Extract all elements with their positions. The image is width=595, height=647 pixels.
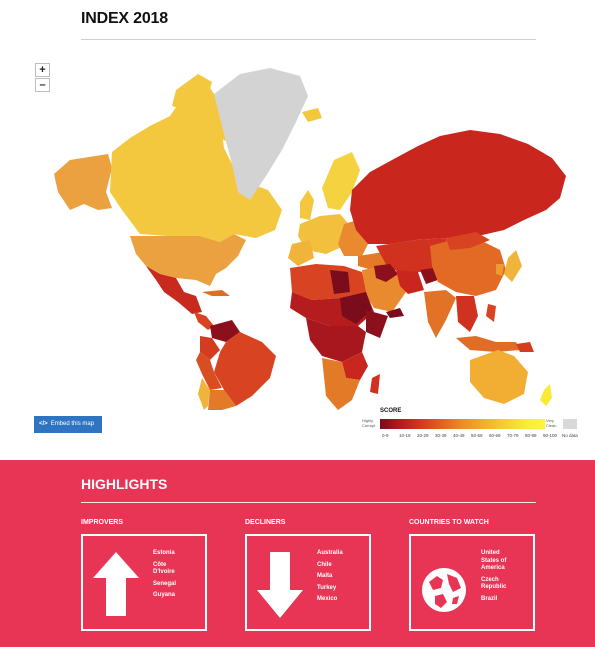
region-peru-bolivia[interactable] — [196, 352, 222, 390]
region-se-asia[interactable] — [456, 296, 478, 332]
zoom-out-button[interactable]: – — [35, 78, 50, 92]
region-mongolia[interactable] — [446, 232, 490, 250]
region-japan[interactable] — [504, 250, 522, 282]
decliners-heading: DECLINERS — [245, 519, 286, 526]
legend-tick: 50-59 — [471, 433, 483, 438]
region-iceland[interactable] — [302, 108, 322, 122]
globe-icon — [422, 568, 466, 612]
highlights-divider — [81, 502, 536, 503]
region-greenland[interactable] — [214, 68, 308, 200]
page-title: INDEX 2018 — [81, 10, 168, 27]
list-item[interactable]: Senegal — [153, 580, 177, 587]
region-afghanistan[interactable] — [420, 268, 438, 284]
highlights-title: HIGHLIGHTS — [81, 476, 168, 492]
list-item[interactable]: Côte D'Ivoire — [153, 561, 175, 576]
list-item[interactable]: Chile — [317, 561, 332, 568]
watch-heading: COUNTRIES TO WATCH — [409, 519, 489, 526]
region-russia[interactable] — [350, 130, 566, 244]
legend-tick: 80-89 — [525, 433, 537, 438]
region-argentina[interactable] — [208, 390, 236, 410]
region-east-africa[interactable] — [342, 352, 368, 380]
legend-tick: 20-29 — [417, 433, 429, 438]
legend-no-data-label: No data — [562, 433, 578, 438]
list-item[interactable]: Australia — [317, 550, 343, 556]
arrow-down-icon — [257, 552, 303, 618]
region-libya[interactable] — [330, 270, 350, 294]
region-yemen[interactable] — [386, 308, 404, 318]
region-mexico[interactable] — [146, 266, 202, 314]
region-canada[interactable] — [110, 80, 282, 242]
region-middle-east[interactable] — [362, 266, 406, 312]
region-madagascar[interactable] — [370, 374, 380, 394]
improvers-heading: IMPROVERS — [81, 519, 124, 526]
list-item[interactable]: Turkey — [317, 584, 337, 591]
region-colombia[interactable] — [200, 336, 220, 360]
legend-ticks: 0-9 10-19 20-29 30-39 40-49 50-59 60-69 … — [380, 433, 580, 441]
region-alaska[interactable] — [54, 154, 112, 210]
list-item[interactable]: Estonia — [153, 550, 175, 556]
code-icon: </> — [39, 421, 48, 427]
region-iraq-syria[interactable] — [374, 264, 398, 282]
region-arctic-islands[interactable] — [172, 74, 212, 112]
world-map[interactable] — [0, 60, 595, 410]
region-cuba[interactable] — [202, 290, 230, 296]
region-chile[interactable] — [198, 378, 210, 410]
region-usa[interactable] — [130, 234, 246, 286]
legend-no-data-swatch — [563, 419, 577, 429]
title-divider — [81, 39, 536, 40]
legend-tick: 10-19 — [399, 433, 411, 438]
region-india[interactable] — [424, 290, 456, 338]
region-new-zealand[interactable] — [540, 384, 552, 406]
legend-tick: 90-100 — [543, 433, 558, 438]
region-north-africa[interactable] — [290, 264, 366, 300]
legend-tick: 70-79 — [507, 433, 519, 438]
region-iran[interactable] — [396, 270, 424, 294]
region-philippines[interactable] — [486, 304, 496, 322]
improvers-card: Estonia Côte D'Ivoire Senegal Guyana — [81, 534, 207, 631]
list-item[interactable]: Malta — [317, 573, 333, 579]
region-venezuela[interactable] — [210, 320, 240, 342]
legend-tick: 0-9 — [382, 433, 389, 438]
region-brazil[interactable] — [214, 332, 276, 406]
list-item[interactable]: Guyana — [153, 592, 176, 598]
region-uk-ireland[interactable] — [300, 190, 314, 220]
list-item[interactable]: Mexico — [317, 596, 338, 602]
legend-tick: 30-39 — [435, 433, 447, 438]
region-sudan[interactable] — [340, 292, 372, 324]
watch-list: United States of America Czech Republic … — [481, 550, 517, 607]
region-central-america[interactable] — [194, 312, 214, 330]
region-horn-of-africa[interactable] — [366, 310, 388, 338]
legend-title: SCORE — [380, 408, 402, 414]
decliners-list: Australia Chile Malta Turkey Mexico — [317, 550, 343, 608]
list-item[interactable]: Czech Republic — [481, 576, 507, 591]
zoom-in-button[interactable]: + — [35, 63, 50, 77]
region-australia[interactable] — [470, 350, 528, 404]
improvers-list: Estonia Côte D'Ivoire Senegal Guyana — [153, 550, 189, 604]
list-item[interactable]: Brazil — [481, 595, 498, 602]
score-legend: SCORE Highly Corrupt Very Clean 0-9 10-1… — [362, 408, 582, 448]
region-china[interactable] — [430, 238, 506, 296]
region-central-africa[interactable] — [306, 318, 366, 362]
legend-tick: 40-49 — [453, 433, 465, 438]
embed-label: Embed this map — [50, 421, 95, 427]
legend-tick: 60-69 — [489, 433, 501, 438]
region-southern-africa[interactable] — [322, 358, 360, 410]
decliners-card: Australia Chile Malta Turkey Mexico — [245, 534, 371, 631]
region-scandinavia[interactable] — [322, 152, 360, 210]
region-korea[interactable] — [496, 264, 504, 276]
highlights-section: HIGHLIGHTS IMPROVERS Estonia Côte D'Ivoi… — [0, 460, 595, 647]
region-iberia[interactable] — [288, 240, 314, 266]
embed-map-button[interactable]: </> Embed this map — [34, 416, 102, 433]
legend-low-label: Highly Corrupt — [362, 418, 376, 428]
arrow-up-icon — [93, 552, 139, 616]
list-item[interactable]: United States of America — [481, 550, 507, 571]
region-indonesia[interactable] — [456, 336, 520, 352]
region-png[interactable] — [516, 342, 534, 352]
legend-high-label: Very Clean — [546, 418, 557, 428]
watch-card: United States of America Czech Republic … — [409, 534, 535, 631]
legend-color-bar — [380, 419, 545, 429]
